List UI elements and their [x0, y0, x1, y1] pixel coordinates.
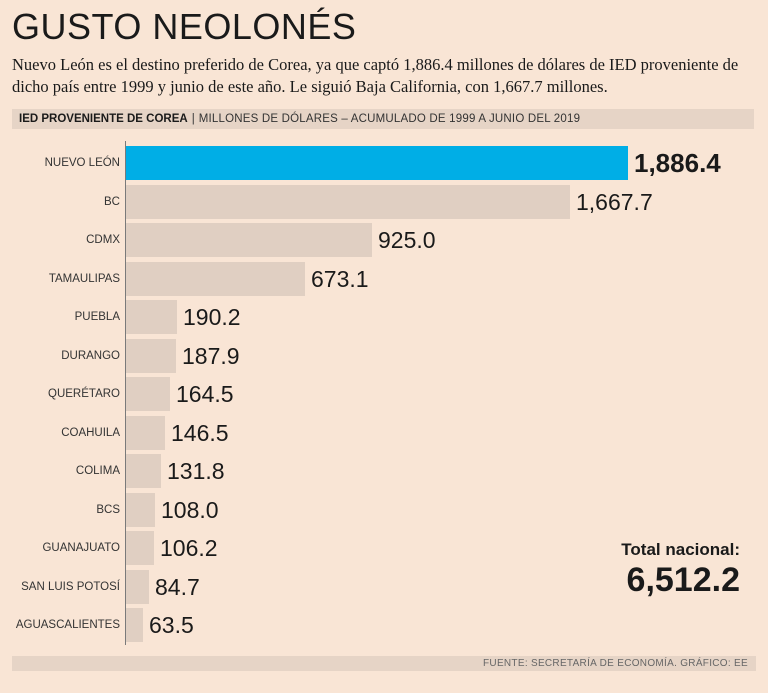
bar: [126, 415, 165, 450]
category-label: TAMAULIPAS: [48, 272, 120, 285]
value-label: 63.5: [149, 612, 194, 638]
value-label: 925.0: [378, 227, 436, 253]
chart-header-title: IED PROVENIENTE DE COREA: [19, 113, 188, 125]
bar: [126, 454, 161, 488]
category-label: CDMX: [86, 234, 120, 246]
chart-header-subtitle: MILLONES DE DÓLARES – ACUMULADO DE 1999 …: [198, 113, 581, 125]
category-label: NUEVO LEÓN: [44, 157, 120, 169]
page-title: GUSTO NEOLONÉS: [12, 6, 357, 47]
total-value: 6,512.2: [626, 561, 740, 599]
value-label: 190.2: [183, 304, 241, 330]
chart-header-bar: IED PROVENIENTE DE COREA | MILLONES DE DÓL…: [12, 109, 754, 129]
value-label: 187.9: [182, 342, 240, 369]
chart-header-separator: |: [191, 113, 195, 125]
value-label: 84.7: [155, 573, 200, 600]
category-label: GUANAJUATO: [42, 542, 120, 554]
value-label: 164.5: [176, 381, 234, 407]
value-label: 108.0: [161, 496, 219, 523]
page-subtitle: Nuevo León es el destino preferido de Co…: [12, 55, 739, 96]
value-label: 1,886.4: [634, 148, 721, 178]
category-label: QUERÉTARO: [48, 388, 120, 400]
bar: [126, 569, 149, 604]
footer-bar: FUENTE: SECRETARÍA DE ECONOMÍA. GRÁFICO:…: [12, 656, 756, 671]
bar: [126, 146, 628, 180]
value-label: 106.2: [160, 535, 218, 561]
value-label: 146.5: [171, 419, 229, 446]
category-label: DURANGO: [61, 349, 120, 362]
bar: [126, 531, 154, 565]
category-label: AGUASCALIENTES: [15, 619, 120, 631]
bar: [126, 223, 372, 257]
bar: [126, 492, 155, 527]
value-label: 673.1: [311, 265, 369, 292]
bar: [126, 377, 170, 411]
value-label: 1,667.7: [576, 188, 653, 215]
category-label: COAHUILA: [61, 426, 120, 439]
chart-axis-line: [125, 141, 126, 645]
category-label: COLIMA: [75, 465, 120, 477]
bar: [126, 608, 143, 642]
value-label: 131.8: [167, 458, 225, 484]
category-label: BCS: [96, 503, 120, 516]
bar: [126, 338, 176, 373]
category-label: SAN LUIS POTOSÍ: [21, 580, 120, 593]
footer-source: FUENTE: SECRETARÍA DE ECONOMÍA. GRÁFICO:…: [483, 658, 748, 669]
bar: [126, 300, 177, 334]
category-label: PUEBLA: [74, 311, 120, 323]
bar: [126, 261, 305, 296]
bar: [126, 184, 570, 219]
total-label: Total nacional:: [621, 540, 740, 559]
category-label: BC: [104, 195, 120, 208]
